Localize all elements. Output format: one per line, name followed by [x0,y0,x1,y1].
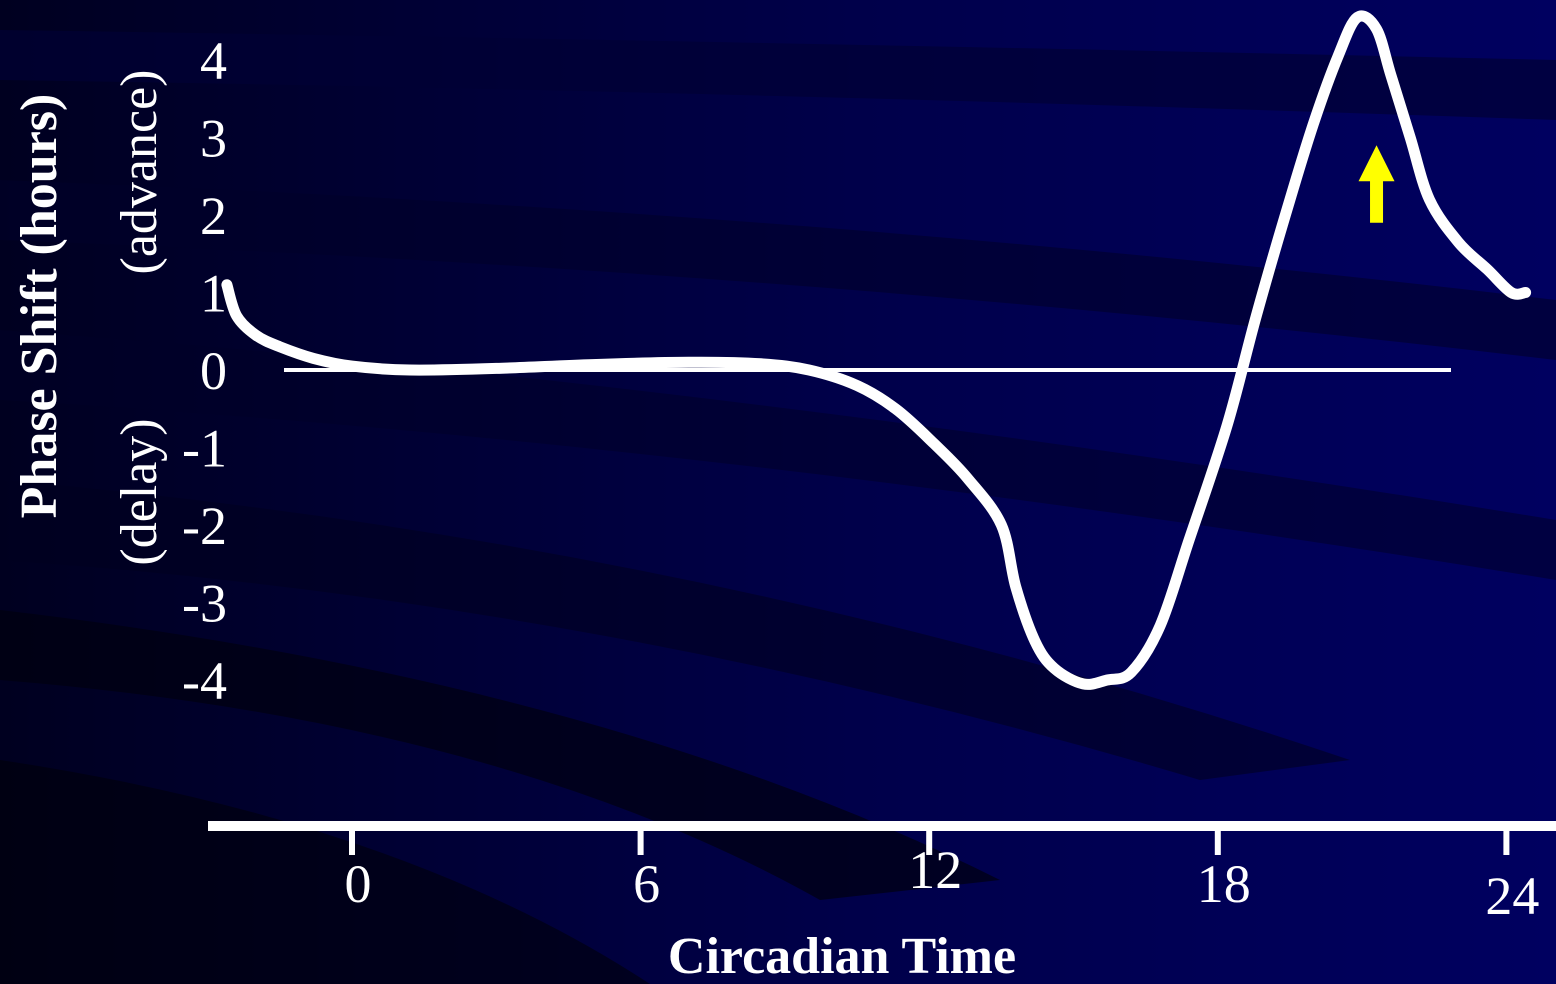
y-tick-label: 1 [200,264,227,324]
x-tick-label: 0 [345,854,372,914]
y-tick-label: 4 [200,31,227,91]
y-axis-tick-labels: 4 3 2 1 0 -1 -2 -3 -4 [182,31,227,711]
y-tick-label: -2 [182,496,227,556]
y-advance-label: (advance) [111,70,168,275]
y-tick-label: -3 [182,574,227,634]
y-tick-label: 2 [200,186,227,246]
y-axis-title: Phase Shift (hours) [11,94,68,519]
x-tick-label: 18 [1197,854,1251,914]
plot-area [221,10,1532,690]
x-tick-label: 6 [633,854,660,914]
y-tick-label: -1 [182,419,227,479]
y-tick-label: -4 [182,651,227,711]
y-tick-label: 3 [200,109,227,169]
y-delay-label: (delay) [111,418,168,565]
x-tick-label: 12 [908,840,962,900]
y-tick-label: 0 [200,341,227,401]
x-axis-title: Circadian Time [668,928,1016,984]
arrow-head [1358,145,1395,182]
x-axis: 0 6 12 18 24 [208,821,1556,926]
x-tick-label: 24 [1485,866,1539,926]
phase-response-curve [221,10,1532,690]
